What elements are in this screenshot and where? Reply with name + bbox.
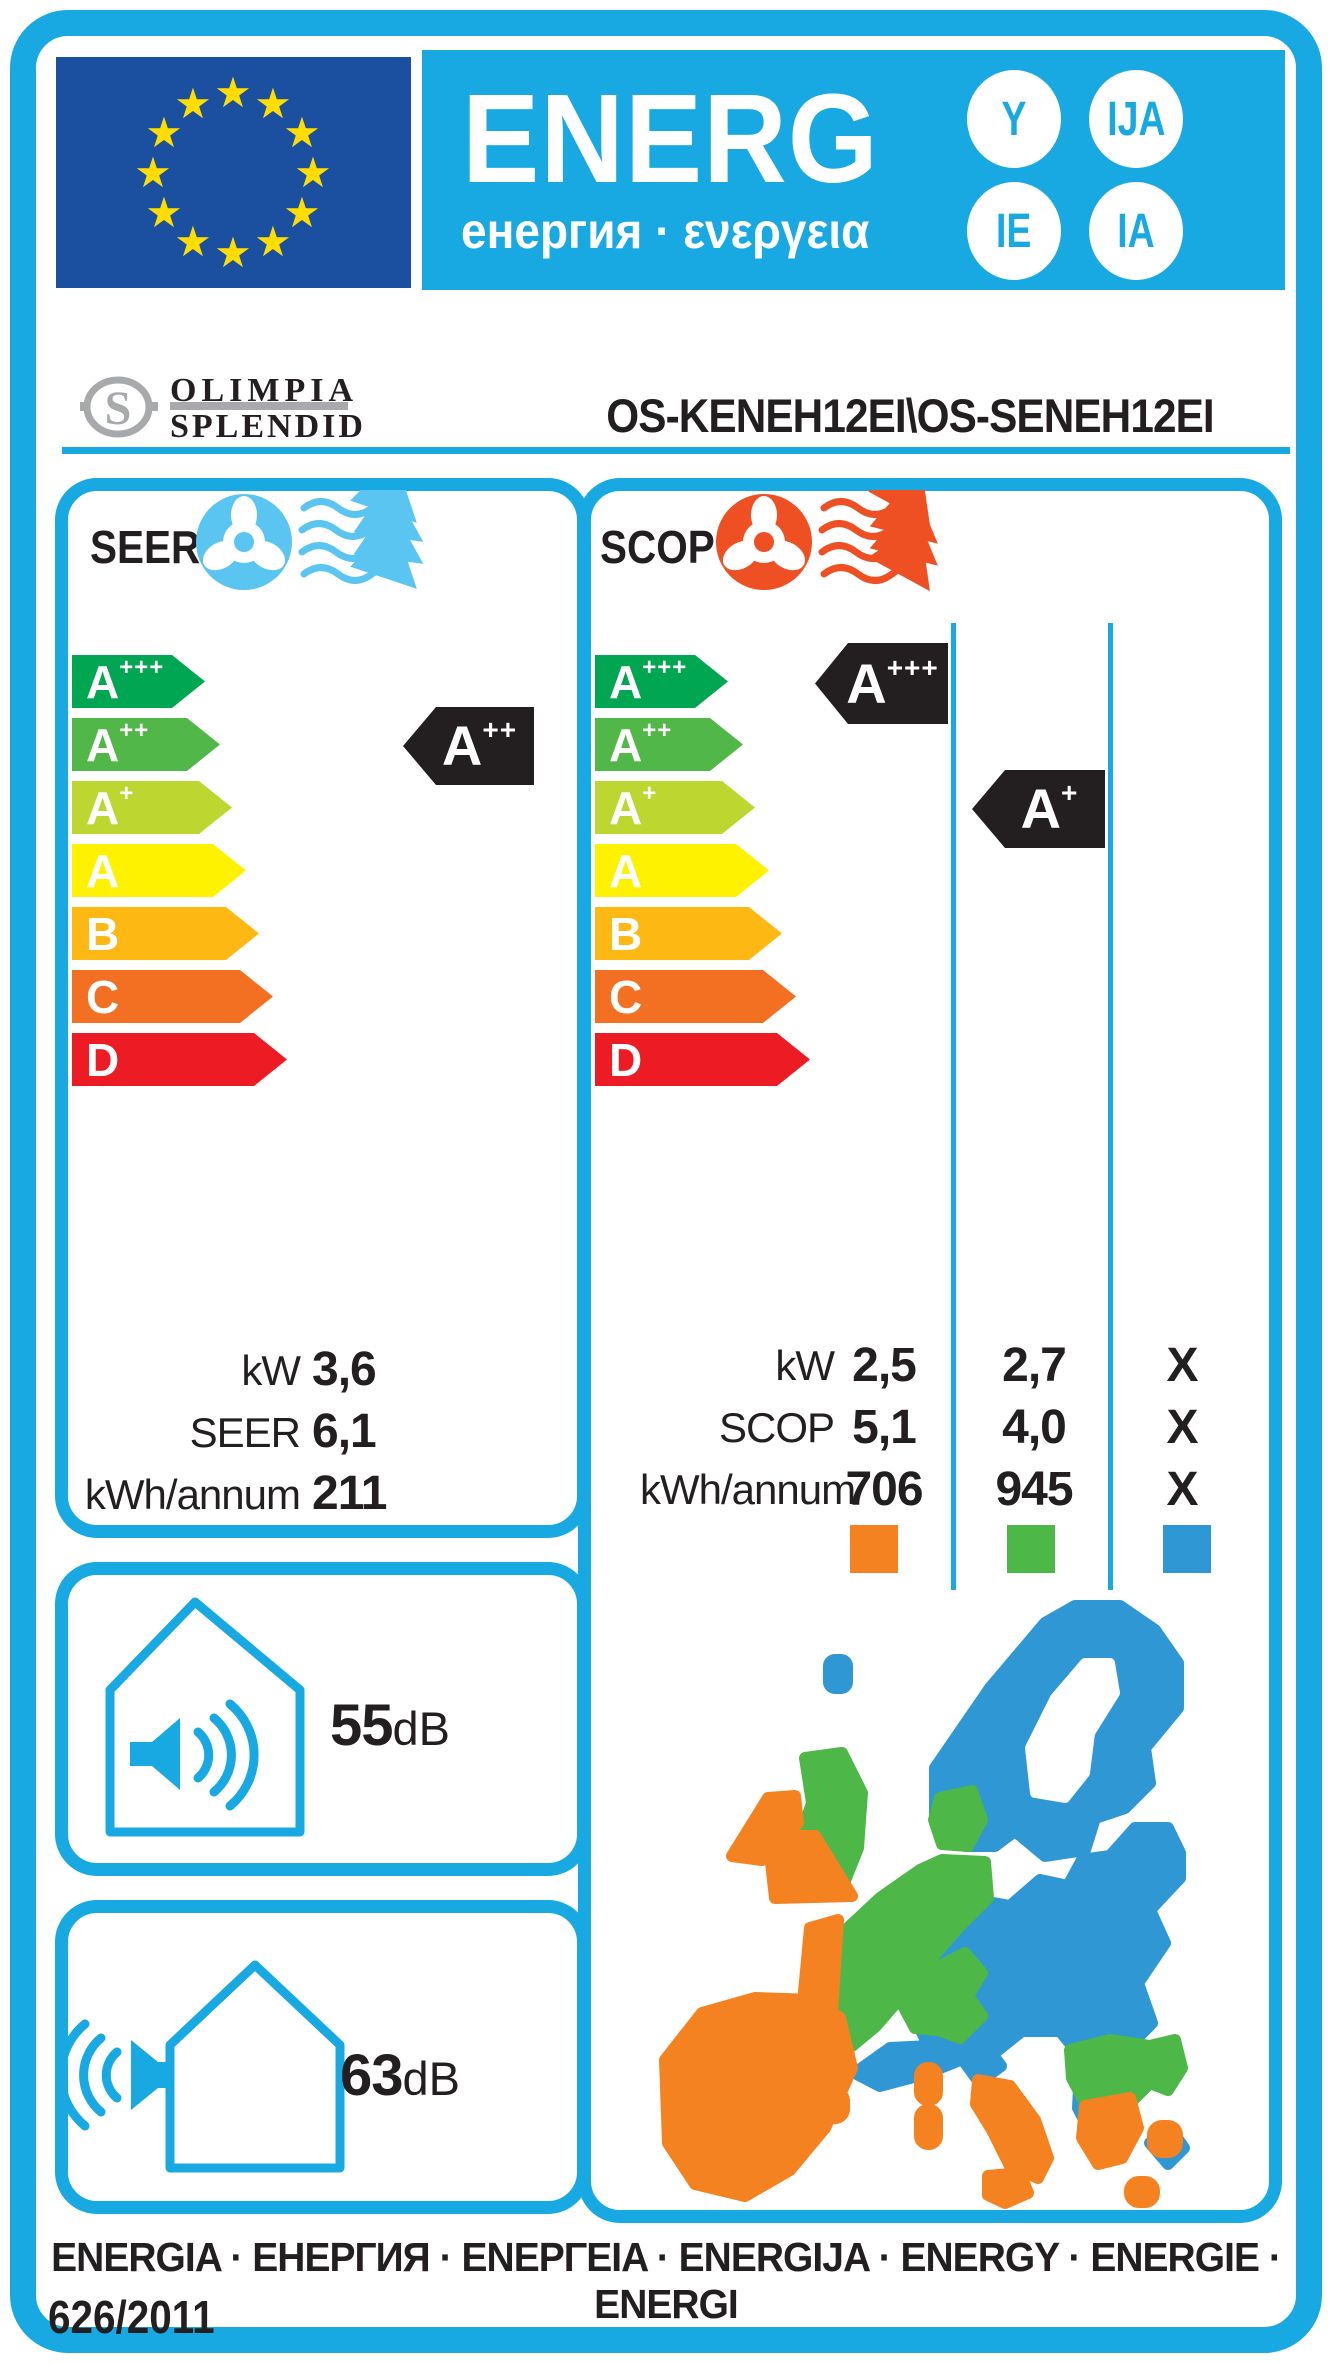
zone-square-average [1007,1525,1055,1573]
scop-scop-average: 4,0 [1002,1401,1067,1454]
seer-value-row: kWh/annum 211 [84,1467,388,1520]
regulation-number: 626/2011 [48,2291,215,2343]
indoor-noise-icon [105,1597,305,1837]
grade-arrow: A ++ [72,718,220,771]
badge-ie: IE [967,182,1061,280]
energy-word-translations: ENERGIA · ЕНЕРГИЯ · ENEPΓEIA · ENERGIJA … [51,2234,1282,2327]
svg-text:★: ★ [145,188,183,237]
scop-kwh-warmer: 706 [845,1463,923,1516]
svg-text:S: S [105,382,132,435]
scop-label: SCOP [600,521,715,573]
svg-text:★: ★ [254,217,292,266]
seer-value-row: SEER 6,1 [189,1405,377,1458]
grade-arrow: D [595,1033,810,1086]
svg-text:★: ★ [134,148,172,197]
zone-square-colder [1163,1525,1211,1573]
title-translations: енергия · ενεργεια [461,203,870,259]
grade-arrow: B [595,907,782,960]
eu-flag-icon: ★ ★★ ★★★ ★★★ ★★★ [56,57,411,288]
header-divider [62,447,1290,454]
model-identifier: OS-KENEH12EI\OS-SENEH12EI [606,389,1214,442]
svg-text:★: ★ [254,79,292,128]
svg-text:★: ★ [283,108,321,157]
cooling-fan-icon [196,490,424,590]
grade-arrow: B [72,907,259,960]
grade-arrow: C [595,970,796,1023]
seer-value-row: kW 3,6 [241,1343,376,1396]
europe-climate-map [659,1600,1190,2209]
svg-text:★: ★ [283,188,321,237]
svg-text:★: ★ [294,148,332,197]
page-title: ENERG [462,68,879,209]
scop-row-label: kW [775,1342,835,1389]
indoor-noise-value: 55dB [330,1693,451,1758]
scop-scop-colder: X [1166,1401,1198,1454]
badge-y: Y [967,70,1061,168]
zone-divider-1 [951,623,956,1590]
zone-square-warmer [850,1525,898,1573]
grade-arrow: A + [72,781,232,834]
grade-arrow: A [595,844,769,897]
grade-arrow: C [72,970,273,1023]
badge-ija: IJA [1089,70,1183,168]
brand-rule [170,402,348,410]
grade-arrow: A ++ [595,718,743,771]
scop-rating-arrow-average: A +++ [815,643,948,724]
label-frame [10,10,1322,2353]
scop-kw-warmer: 2,5 [852,1339,917,1392]
outdoor-noise-value: 63dB [340,2043,461,2108]
indoor-noise-panel [55,1562,590,1876]
scop-kwh-colder: X [1166,1463,1198,1516]
svg-text:★: ★ [214,68,252,117]
grade-arrow: A +++ [595,655,728,708]
grade-arrow: A [72,844,246,897]
seer-label: SEER [90,521,201,573]
zone-divider-2 [1108,623,1113,1590]
scop-rating-arrow-warmer: A + [972,770,1105,848]
grade-arrow: A + [595,781,755,834]
scop-row-label: SCOP [718,1404,835,1451]
outdoor-noise-icon [56,1960,345,2173]
svg-text:★: ★ [174,217,212,266]
heating-fan-icon [716,490,938,592]
badge-ia: IA [1089,182,1183,280]
svg-text:★: ★ [214,228,252,277]
scop-row-label: kWh/annum [640,1466,856,1513]
scop-kw-average: 2,7 [1002,1339,1067,1392]
grade-arrow: A +++ [72,655,205,708]
grade-arrow: D [72,1033,287,1086]
svg-text:★: ★ [145,108,183,157]
olimpia-splendid-logo-icon: S [80,376,158,438]
scop-kwh-average: 945 [995,1463,1073,1516]
svg-text:★: ★ [174,79,212,128]
scop-kw-colder: X [1166,1339,1198,1392]
scop-scop-warmer: 5,1 [852,1401,917,1454]
brand-name-bottom: SPLENDID [170,408,366,445]
